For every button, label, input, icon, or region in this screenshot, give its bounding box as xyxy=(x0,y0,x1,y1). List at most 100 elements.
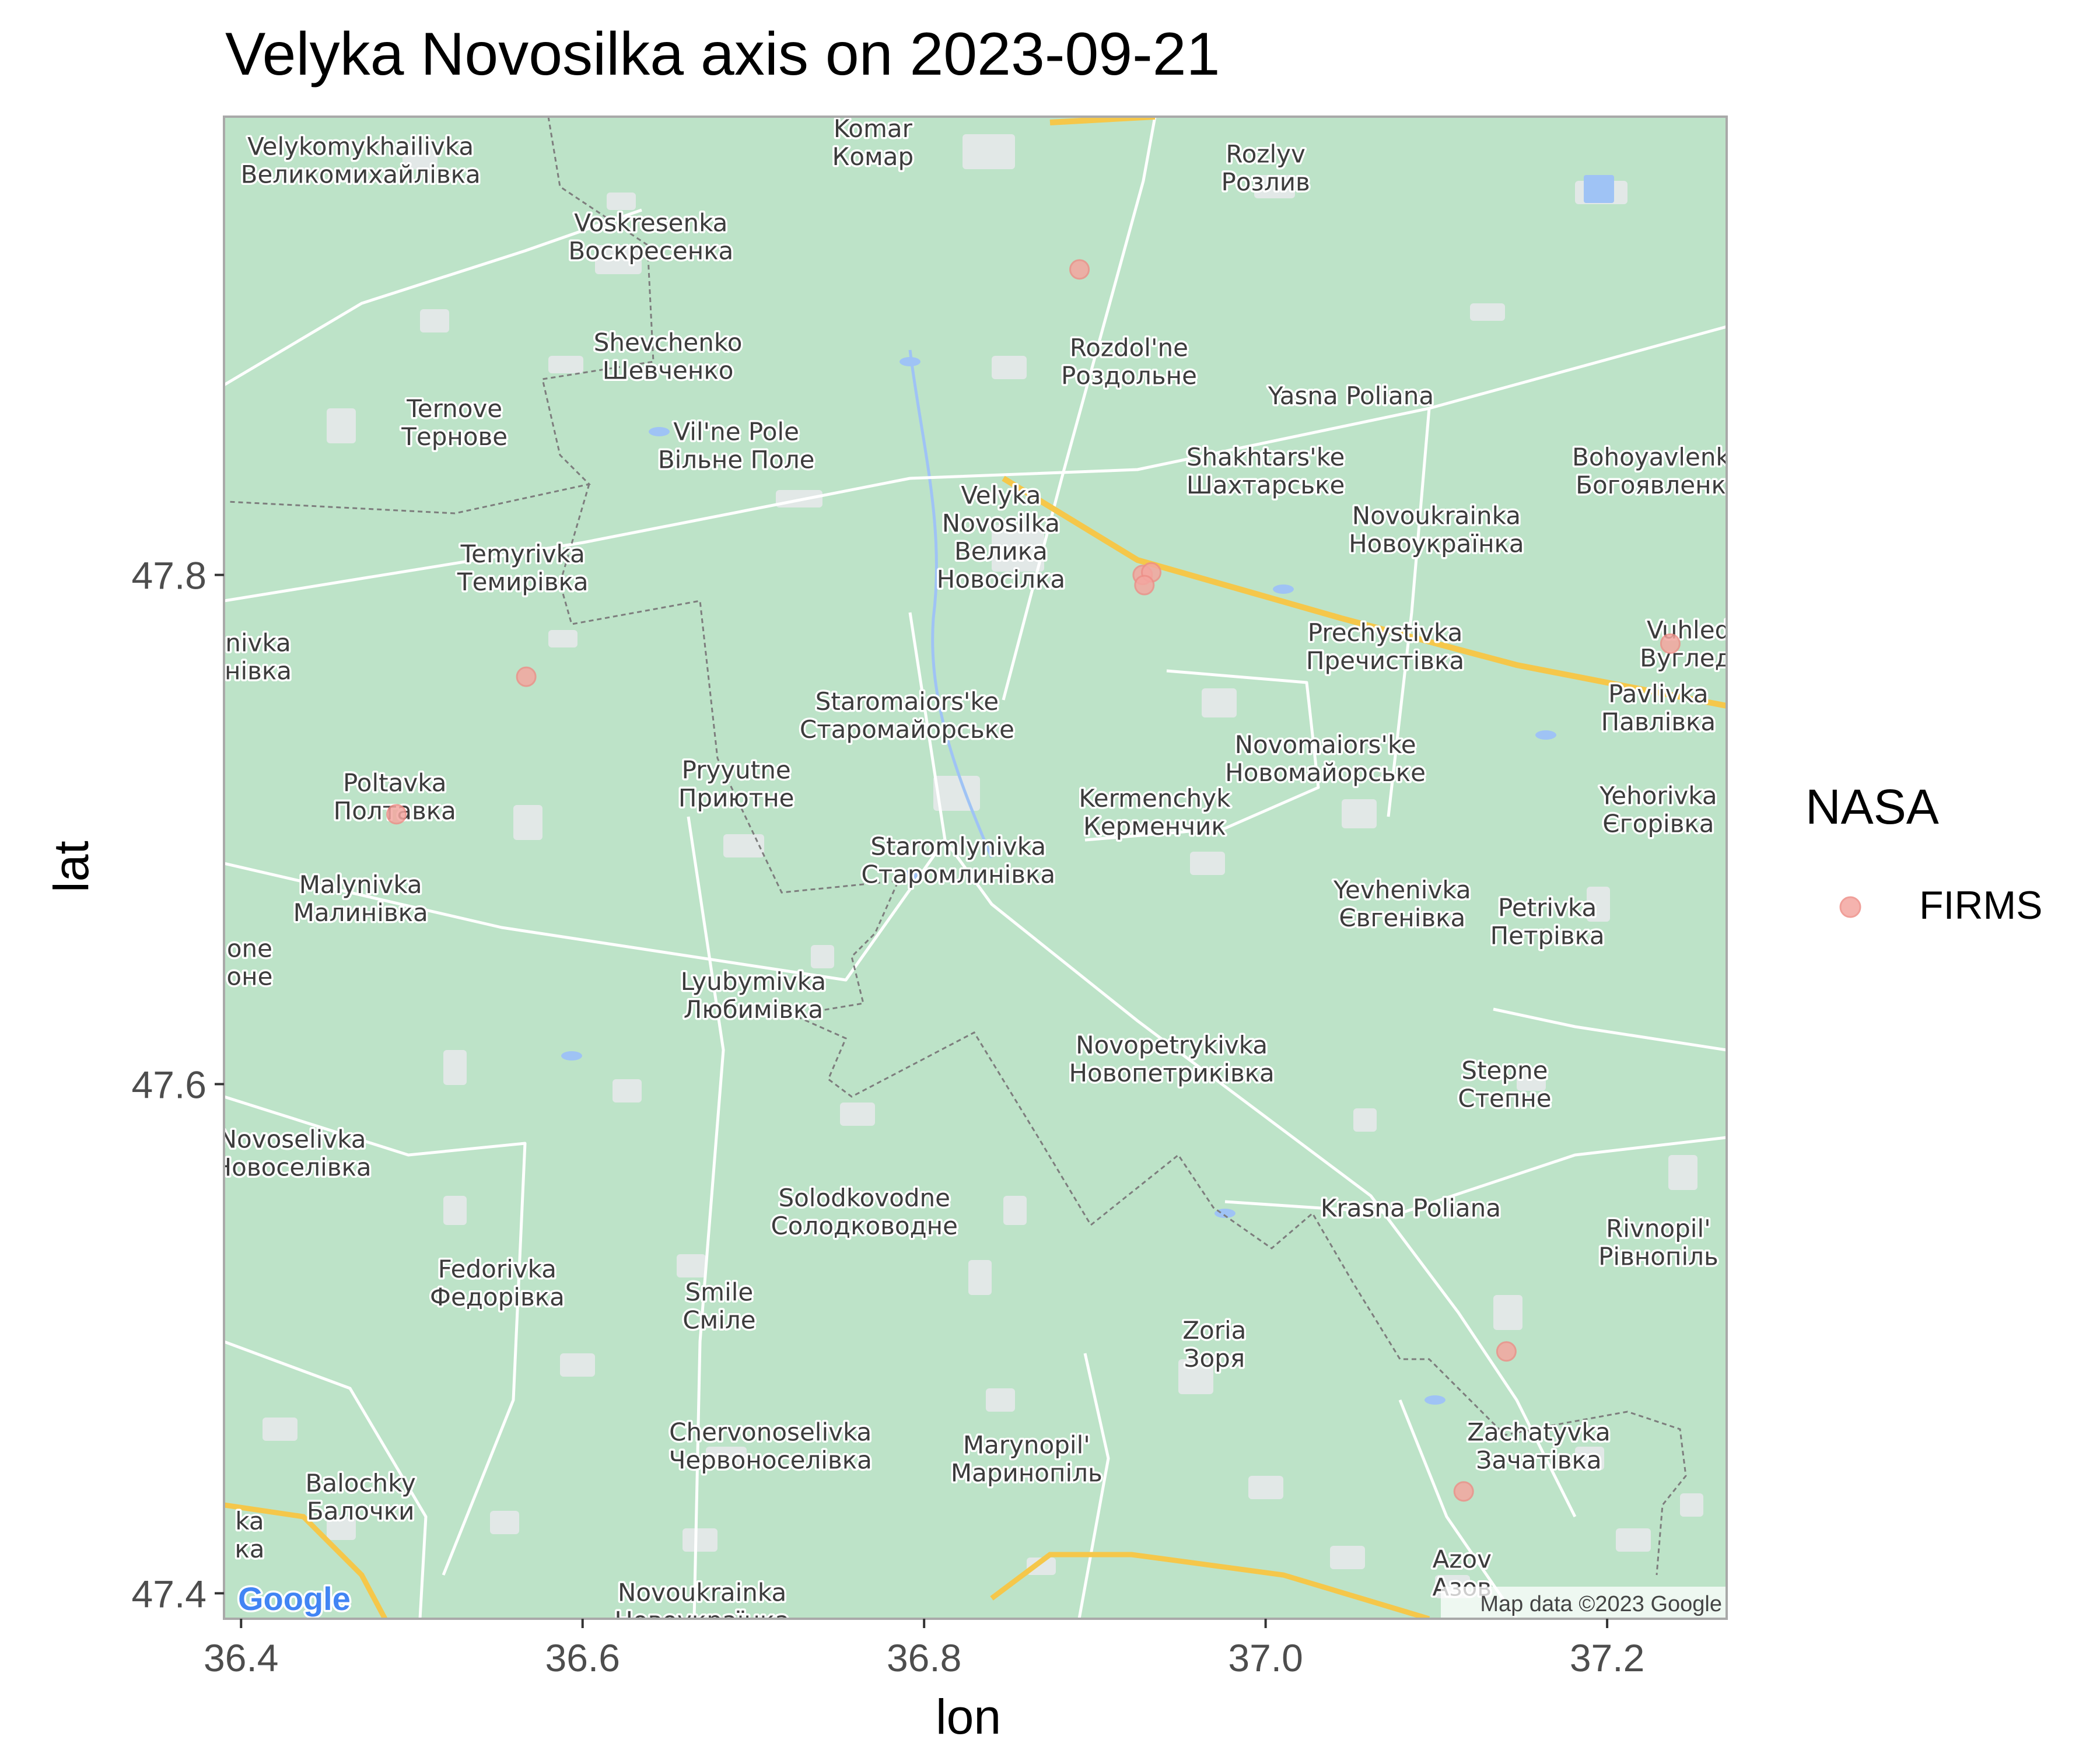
place-label: Керменчик xyxy=(1083,812,1226,841)
place-label: Зачатівка xyxy=(1476,1446,1601,1474)
field-patch xyxy=(963,134,1015,169)
field-patch xyxy=(262,1418,298,1441)
x-tick-label: 36.8 xyxy=(887,1636,961,1679)
road xyxy=(224,1340,428,1619)
place-label: Малинівка xyxy=(293,898,428,927)
field-patch xyxy=(1202,688,1237,718)
place-label: Yehorivka xyxy=(1599,781,1717,810)
place-label: Велика xyxy=(954,537,1048,565)
place-label: Staromlynivka xyxy=(870,832,1046,861)
firms-point xyxy=(1453,1481,1474,1502)
place-label: Червоноселівка xyxy=(669,1446,872,1474)
field-patch xyxy=(840,1102,875,1126)
field-patch xyxy=(443,1196,467,1225)
place-label: Novopetrykivka xyxy=(1076,1031,1268,1059)
place-label: Петрівка xyxy=(1490,921,1605,950)
field-patch xyxy=(1248,1476,1283,1499)
place-label: Poltavka xyxy=(343,769,447,797)
chart-title: Velyka Novosilka axis on 2023-09-21 xyxy=(225,20,1220,88)
road xyxy=(1387,408,1431,817)
legend-item-firms: FIRMS xyxy=(1919,883,2043,928)
place-label: Prechystivka xyxy=(1308,618,1463,647)
field-patch xyxy=(1680,1493,1703,1517)
road xyxy=(224,612,947,982)
map-background xyxy=(224,117,1727,1619)
field-patch xyxy=(1342,799,1377,828)
field-patch xyxy=(1254,175,1295,198)
road xyxy=(687,816,725,1619)
place-label: Рівнопіль xyxy=(1598,1242,1718,1270)
firms-point xyxy=(1496,1341,1517,1362)
field-patch xyxy=(490,1511,519,1534)
place-label: one xyxy=(227,934,272,963)
place-label: Розлив xyxy=(1222,168,1310,197)
place-label: Petrivka xyxy=(1498,893,1597,922)
road xyxy=(1224,1136,1727,1215)
place-label: Rozlyv xyxy=(1226,140,1305,169)
place-label: Bohoyavlenka xyxy=(1572,443,1745,471)
x-tick-label: 37.2 xyxy=(1570,1636,1644,1679)
place-label: Kins'ki xyxy=(219,1710,298,1739)
oblast-border xyxy=(227,117,1687,1576)
place-label: Єгорівка xyxy=(1602,809,1714,838)
place-label: ка xyxy=(235,1535,264,1563)
place-label: Любимівка xyxy=(684,995,823,1024)
place-label: Velyka xyxy=(961,481,1041,509)
place-label: Вугледар xyxy=(1640,644,1762,673)
place-label: Балочки xyxy=(307,1497,415,1525)
x-tick-label: 36.6 xyxy=(545,1636,620,1679)
place-label: Комар xyxy=(832,142,914,171)
place-label: Маринопіль xyxy=(951,1458,1102,1487)
place-label: Zoria xyxy=(1182,1316,1246,1345)
place-label: Зоря xyxy=(1184,1344,1245,1373)
road xyxy=(1493,1007,1727,1052)
place-label: Novosilka xyxy=(942,509,1060,537)
place-label: Komar xyxy=(834,114,913,143)
place-label: Тернове xyxy=(401,422,508,451)
field-patch xyxy=(677,1254,706,1278)
place-label: Старомайорське xyxy=(800,715,1014,744)
field-patch xyxy=(682,1528,718,1552)
place-label: Rozivka xyxy=(1381,1741,1475,1750)
field-patch xyxy=(420,309,449,332)
place-label: Pryyutne xyxy=(682,756,791,785)
legend-title: NASA xyxy=(1805,779,1939,834)
highway xyxy=(224,1502,387,1619)
field-patch xyxy=(402,146,438,169)
field-patch xyxy=(1027,1558,1056,1575)
x-tick-label: 37.0 xyxy=(1228,1636,1303,1679)
firms-point xyxy=(1069,259,1090,280)
map-attribution: Map data ©2023 Google xyxy=(1480,1592,1722,1616)
place-label: Новомайорське xyxy=(1225,758,1426,787)
field-patch xyxy=(327,1517,356,1540)
y-tick-label: 47.4 xyxy=(132,1572,206,1615)
road xyxy=(224,1095,527,1576)
place-label: Stepne xyxy=(1461,1056,1548,1085)
place-label: Павлівка xyxy=(1601,708,1716,736)
pond xyxy=(900,357,921,366)
field-patch xyxy=(968,1260,992,1295)
place-label: Shakhtars'ke xyxy=(1186,443,1345,471)
place-label: Staromaiors'ke xyxy=(816,687,999,716)
road xyxy=(1077,1353,1110,1619)
place-label: nivka xyxy=(225,629,290,657)
place-label: Степне xyxy=(1458,1084,1551,1113)
x-axis-label: lon xyxy=(936,1689,1002,1744)
firms-point xyxy=(1134,575,1155,596)
place-label: Yevhenivka xyxy=(1333,876,1471,904)
field-patch xyxy=(513,805,542,840)
road xyxy=(224,325,1727,603)
road xyxy=(1084,669,1320,842)
place-label: Вільне Поле xyxy=(658,445,815,474)
place-label: Balochky xyxy=(306,1469,416,1497)
road xyxy=(943,839,1577,1518)
place-label: Solodkovodne xyxy=(778,1184,950,1212)
place-label: Lyubymivka xyxy=(681,967,826,996)
place-label: Новомлинівка xyxy=(1099,1688,1279,1716)
field-patch xyxy=(992,525,1044,572)
field-patch xyxy=(992,356,1027,379)
place-label: Chervonoselivka xyxy=(669,1418,872,1446)
y-tick-label: 47.8 xyxy=(132,554,206,597)
place-label: Kermenchyk xyxy=(1079,784,1231,813)
place-label: Новоукраїнка xyxy=(614,1606,790,1634)
